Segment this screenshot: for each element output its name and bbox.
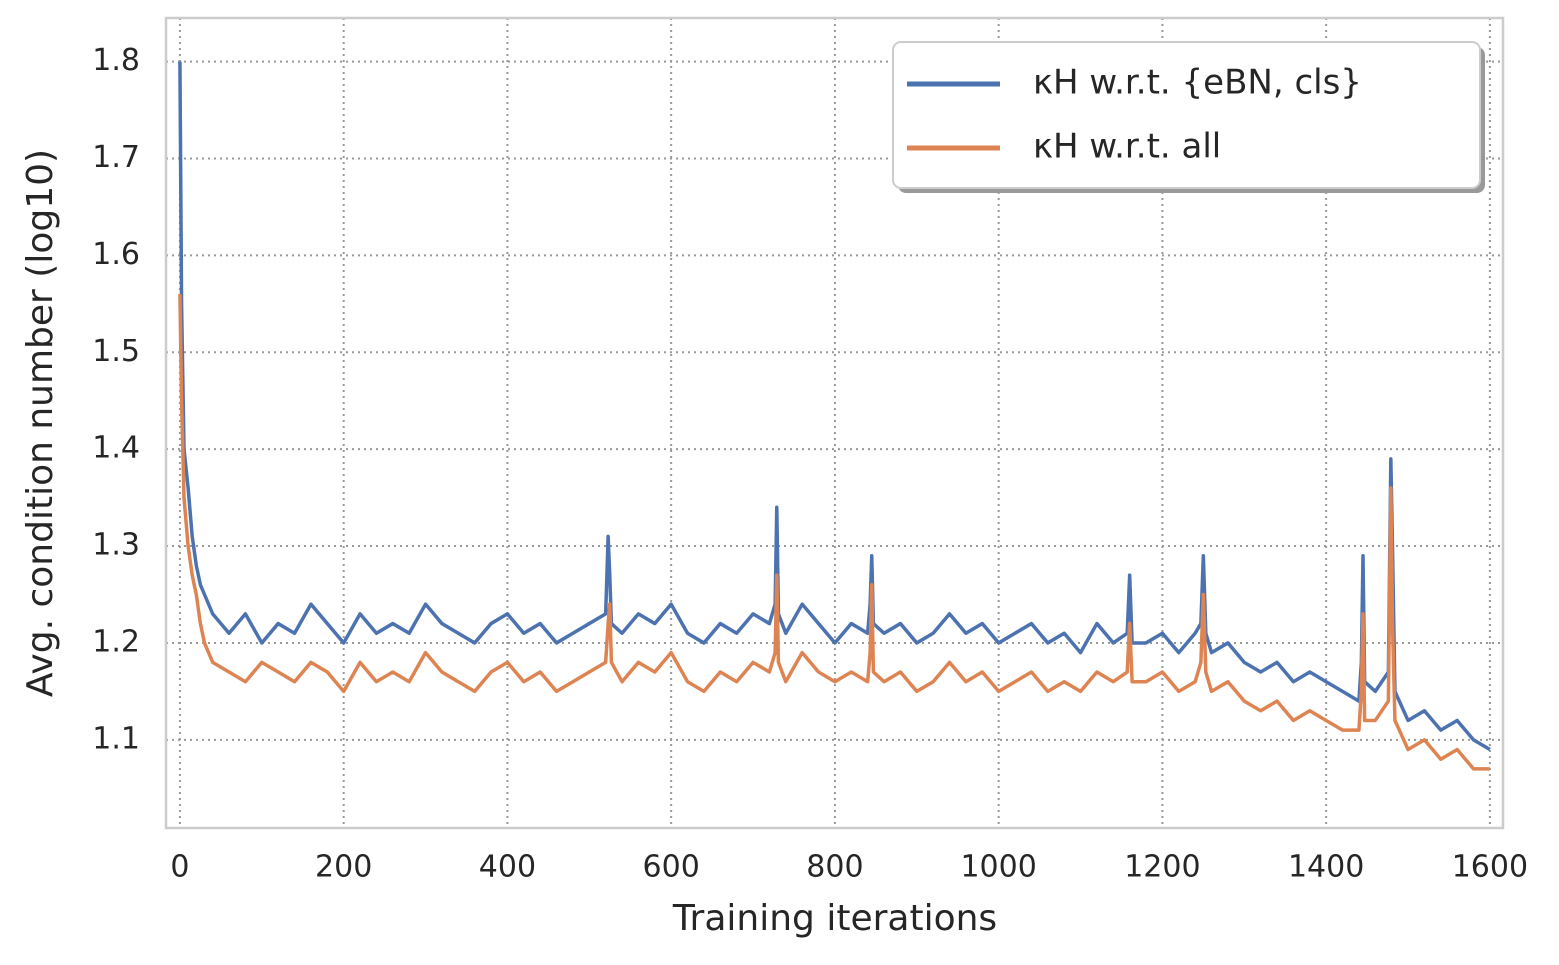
lines bbox=[178, 61, 1491, 771]
plot-frame bbox=[164, 16, 1505, 830]
legend-label: κH w.r.t. {eBN, cls} bbox=[1033, 63, 1362, 103]
y-tick-label: 1.8 bbox=[92, 43, 140, 78]
x-tick-label: 0 bbox=[170, 850, 189, 885]
y-tick-label: 1.5 bbox=[92, 334, 140, 369]
y-tick-label: 1.1 bbox=[92, 721, 140, 756]
y-tick-label: 1.4 bbox=[92, 431, 140, 466]
y-tick-label: 1.7 bbox=[92, 140, 140, 175]
legend-label: κH w.r.t. all bbox=[1033, 127, 1221, 167]
legend-box bbox=[892, 41, 1481, 189]
y-tick-label: 1.6 bbox=[92, 237, 140, 272]
grid bbox=[166, 18, 1503, 828]
y-tick-label: 1.2 bbox=[92, 624, 140, 659]
x-axis-label: Training iterations bbox=[672, 898, 997, 939]
y-axis-label: Avg. condition number (log10) bbox=[20, 149, 61, 697]
data-line bbox=[178, 294, 1490, 771]
x-tick-label: 1200 bbox=[1124, 850, 1200, 885]
y-tick-label: 1.3 bbox=[92, 528, 140, 563]
x-tick-label: 1000 bbox=[960, 850, 1036, 885]
x-tick-label: 600 bbox=[643, 850, 700, 885]
x-tick-label: 200 bbox=[315, 850, 372, 885]
ticks: 0 200 400 600 800 1000 1200 1400 1600 1.1 1.2 1.3 1.… bbox=[92, 43, 1528, 884]
x-tick-label: 1400 bbox=[1288, 850, 1364, 885]
legend: κH w.r.t. {eBN, cls} κH w.r.t. all bbox=[892, 41, 1485, 193]
x-tick-label: 800 bbox=[806, 850, 863, 885]
x-tick-label: 400 bbox=[479, 850, 536, 885]
data-line bbox=[178, 61, 1491, 752]
x-tick-label: 1600 bbox=[1452, 850, 1528, 885]
